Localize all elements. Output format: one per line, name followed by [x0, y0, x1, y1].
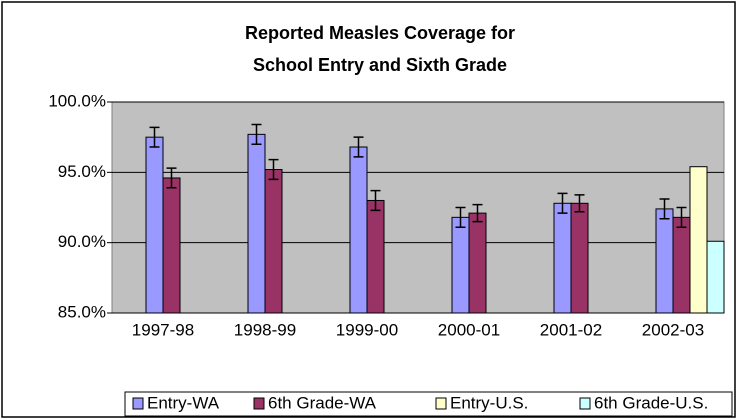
bar [366, 199, 385, 314]
error-bar [455, 206, 466, 228]
legend-swatch [253, 397, 265, 410]
y-tick-label: 95.0% [58, 162, 106, 181]
error-bar [251, 123, 262, 145]
bar [655, 208, 674, 314]
bar [162, 177, 181, 314]
bar [553, 202, 572, 314]
x-tick-label: 2000-01 [438, 320, 500, 339]
x-tick-label: 2002-03 [642, 320, 704, 339]
error-bar [166, 167, 177, 189]
bar [468, 212, 487, 314]
legend-swatch [435, 397, 447, 410]
legend-box [124, 391, 733, 417]
error-bar [370, 189, 381, 212]
chart-title: Reported Measles Coverage for [245, 23, 515, 43]
legend-label: 6th Grade-WA [268, 393, 377, 412]
legend-label: Entry-U.S. [450, 393, 528, 412]
error-bar [472, 203, 483, 223]
error-bar [574, 194, 585, 213]
legend-label: Entry-WA [147, 393, 220, 412]
bar [349, 146, 368, 314]
bar [247, 133, 266, 314]
error-bar [676, 206, 687, 228]
legend-label: 6th Grade-U.S. [594, 393, 708, 412]
plot-area [111, 101, 725, 314]
legend-swatch [579, 397, 591, 410]
legend-swatch [132, 397, 144, 410]
error-bar [268, 158, 279, 181]
chart-title: School Entry and Sixth Grade [253, 55, 507, 75]
x-tick-label: 1999-00 [336, 320, 398, 339]
error-bar [149, 126, 160, 148]
bar [145, 136, 164, 314]
x-tick-label: 1997-98 [132, 320, 194, 339]
y-tick-label: 85.0% [58, 302, 106, 321]
error-bar [557, 192, 568, 214]
error-bar [353, 136, 364, 158]
y-tick-label: 100.0% [48, 91, 106, 110]
x-tick-label: 1998-99 [234, 320, 296, 339]
bar [672, 216, 691, 314]
y-tick-label: 90.0% [58, 232, 106, 251]
error-bar [659, 198, 670, 220]
bar [706, 240, 725, 314]
bar [570, 202, 589, 314]
x-tick-label: 2001-02 [540, 320, 602, 339]
bar [264, 169, 283, 314]
bar [451, 216, 470, 314]
bar [689, 166, 708, 314]
